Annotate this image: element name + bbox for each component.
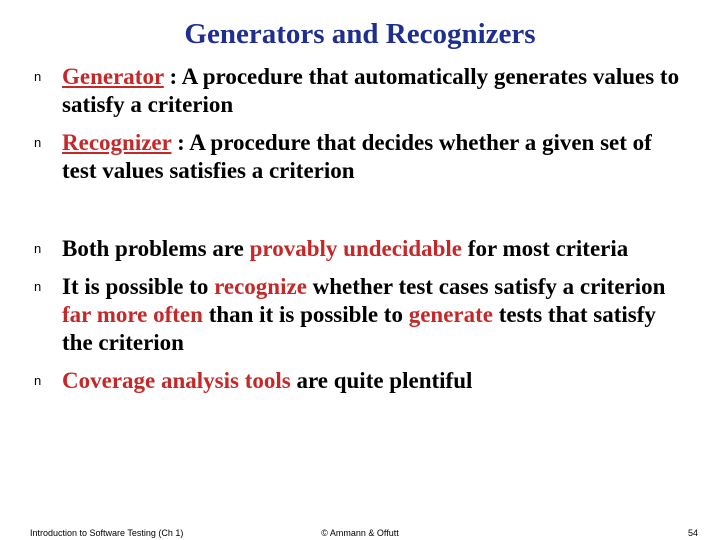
slide-title: Generators and Recognizers xyxy=(0,0,720,57)
text-segment: Recognizer xyxy=(62,130,171,155)
slide: Generators and Recognizers Generator : A… xyxy=(0,0,720,540)
text-segment: than it is possible to xyxy=(209,302,409,327)
footer-page-number: 54 xyxy=(688,528,698,538)
text-segment: Both problems are xyxy=(62,236,250,261)
footer-center-text: © Ammann & Offutt xyxy=(0,528,720,538)
bullet-item: It is possible to recognize whether test… xyxy=(34,273,686,357)
text-segment: provably undecidable xyxy=(250,236,468,261)
text-segment: are quite plentiful xyxy=(296,368,472,393)
bullet-item: Generator : A procedure that automatical… xyxy=(34,63,686,119)
text-segment: for most criteria xyxy=(468,236,629,261)
bullet-group-2: Both problems are provably undecidable f… xyxy=(34,235,686,395)
bullet-item: Recognizer : A procedure that decides wh… xyxy=(34,129,686,185)
slide-body: Generator : A procedure that automatical… xyxy=(0,63,720,395)
text-segment: recognize xyxy=(214,274,313,299)
text-segment: whether test cases satisfy a criterion xyxy=(313,274,666,299)
text-segment: far more often xyxy=(62,302,209,327)
bullet-item: Coverage analysis tools are quite plenti… xyxy=(34,367,686,395)
text-segment: generate xyxy=(409,302,499,327)
bullet-item: Both problems are provably undecidable f… xyxy=(34,235,686,263)
text-segment: It is possible to xyxy=(62,274,214,299)
text-segment: Generator xyxy=(62,64,164,89)
group-gap xyxy=(34,195,686,229)
bullet-group-1: Generator : A procedure that automatical… xyxy=(34,63,686,185)
text-segment: Coverage analysis tools xyxy=(62,368,296,393)
